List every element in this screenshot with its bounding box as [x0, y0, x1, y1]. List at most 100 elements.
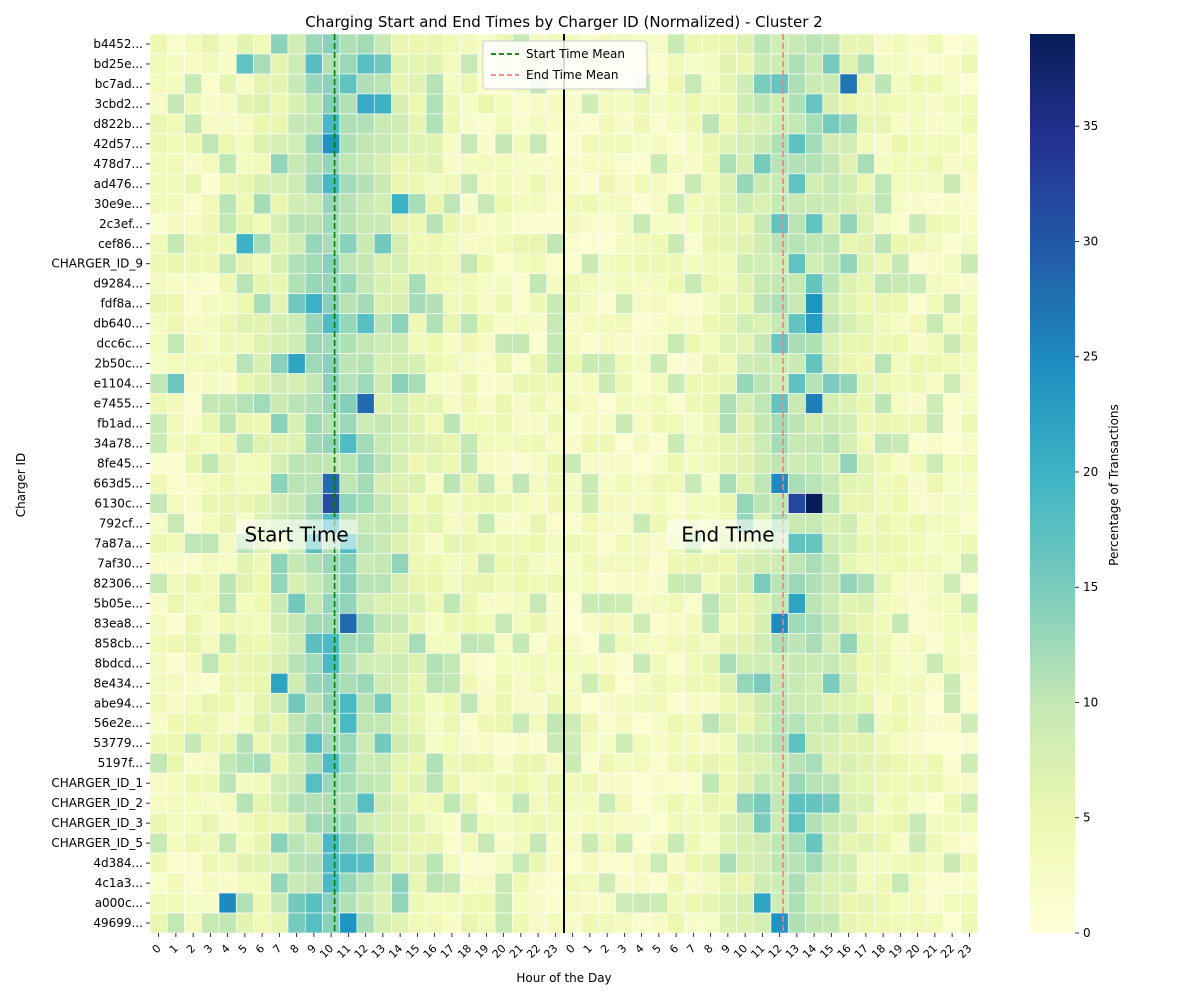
- heatmap-cell: [149, 313, 168, 334]
- heatmap-cell: [891, 712, 910, 734]
- heatmap-cell: [356, 413, 375, 434]
- heatmap-cell: [184, 892, 203, 914]
- heatmap-cell: [529, 353, 548, 374]
- heatmap-cell: [166, 792, 185, 814]
- heatmap-cell: [856, 513, 875, 534]
- heatmap-cell: [149, 113, 168, 135]
- heatmap-cell: [874, 812, 893, 834]
- heatmap-cell: [856, 792, 875, 814]
- heatmap-cell: [684, 53, 703, 75]
- heatmap-cell: [787, 752, 806, 774]
- annotation-start-time: Start Time: [236, 519, 357, 550]
- heatmap-cell: [287, 732, 306, 754]
- heatmap-cell: [253, 73, 272, 95]
- heatmap-cell: [373, 553, 392, 574]
- x-axis-label: Hour of the Day: [516, 971, 611, 985]
- heatmap-cell: [925, 852, 944, 874]
- heatmap-cell: [408, 253, 427, 275]
- heatmap-cell: [477, 633, 496, 654]
- heatmap-cell: [477, 173, 496, 195]
- heatmap-cell: [891, 153, 910, 175]
- heatmap-cell: [701, 653, 720, 674]
- heatmap-cell: [649, 273, 668, 295]
- heatmap-cell: [718, 712, 737, 734]
- heatmap-cell: [874, 173, 893, 195]
- heatmap-cell: [253, 912, 272, 934]
- heatmap-cell: [822, 153, 841, 175]
- heatmap-cell: [649, 872, 668, 894]
- heatmap-cell: [598, 153, 617, 175]
- heatmap-cell: [822, 533, 841, 554]
- heatmap-cell: [874, 892, 893, 914]
- heatmap-cell: [442, 293, 461, 314]
- heatmap-cell: [546, 333, 565, 354]
- heatmap-cell: [718, 273, 737, 295]
- heatmap-cell: [960, 193, 979, 215]
- heatmap-cell: [391, 413, 410, 434]
- heatmap-cell: [805, 533, 824, 554]
- heatmap-cell: [529, 812, 548, 834]
- heatmap-cell: [598, 653, 617, 674]
- heatmap-cell: [908, 633, 927, 654]
- heatmap-cell: [649, 533, 668, 554]
- heatmap-cell: [511, 113, 530, 135]
- heatmap-cell: [908, 53, 927, 75]
- heatmap-cell: [184, 433, 203, 454]
- heatmap-cell: [839, 193, 858, 215]
- heatmap-cell: [805, 193, 824, 215]
- heatmap-cell: [546, 153, 565, 175]
- heatmap-cell: [339, 573, 358, 594]
- heatmap-cell: [960, 473, 979, 494]
- heatmap-cell: [287, 253, 306, 275]
- heatmap-cell: [287, 852, 306, 874]
- heatmap-cell: [442, 133, 461, 155]
- heatmap-cell: [960, 872, 979, 894]
- heatmap-cell: [235, 752, 254, 774]
- heatmap-cell: [235, 173, 254, 195]
- heatmap-cell: [425, 353, 444, 374]
- heatmap-cell: [891, 672, 910, 694]
- heatmap-cell: [632, 393, 651, 414]
- heatmap-cell: [632, 692, 651, 714]
- heatmap-cell: [166, 273, 185, 295]
- heatmap-cell: [235, 93, 254, 115]
- heatmap-cell: [184, 293, 203, 314]
- heatmap-cell: [598, 333, 617, 354]
- heatmap-cell: [304, 573, 323, 594]
- heatmap-cell: [563, 792, 582, 814]
- heatmap-cell: [632, 213, 651, 235]
- heatmap-cell: [943, 493, 962, 514]
- heatmap-cell: [511, 373, 530, 394]
- heatmap-cell: [839, 233, 858, 255]
- heatmap-cell: [960, 233, 979, 255]
- heatmap-cell: [805, 413, 824, 434]
- heatmap-cell: [943, 752, 962, 774]
- heatmap-cell: [442, 413, 461, 434]
- x-tick-label: 4: [633, 942, 647, 956]
- heatmap-cell: [425, 872, 444, 894]
- heatmap-cell: [460, 692, 479, 714]
- heatmap-cell: [373, 533, 392, 554]
- heatmap-cell: [425, 373, 444, 394]
- heatmap-cell: [839, 712, 858, 734]
- heatmap-cell: [166, 832, 185, 854]
- heatmap-cell: [839, 113, 858, 135]
- heatmap-cell: [460, 613, 479, 634]
- heatmap-cell: [149, 293, 168, 314]
- heatmap-cell: [149, 493, 168, 514]
- heatmap-cell: [339, 153, 358, 175]
- heatmap-cell: [184, 453, 203, 474]
- heatmap-cell: [874, 73, 893, 95]
- heatmap-cell: [529, 313, 548, 334]
- heatmap-cell: [235, 413, 254, 434]
- heatmap-cell: [960, 453, 979, 474]
- heatmap-cell: [235, 732, 254, 754]
- heatmap-cell: [736, 473, 755, 494]
- heatmap-cell: [356, 153, 375, 175]
- heatmap-cell: [753, 393, 772, 414]
- heatmap-cell: [649, 433, 668, 454]
- heatmap-cell: [839, 912, 858, 934]
- heatmap-cell: [839, 732, 858, 754]
- heatmap-cell: [511, 173, 530, 195]
